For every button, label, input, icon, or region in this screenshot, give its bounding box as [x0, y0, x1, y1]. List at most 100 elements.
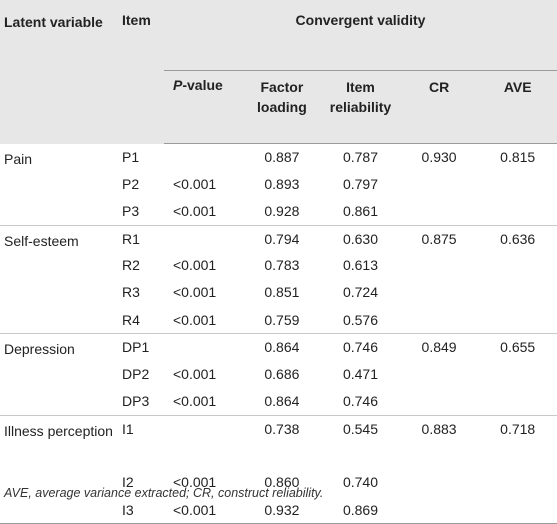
latent-variable-cell [0, 496, 114, 524]
cr-cell [400, 279, 479, 306]
ave-cell: 0.815 [500, 149, 536, 165]
table-row: R3 <0.001 0.851 0.724 [0, 279, 557, 306]
ave-cell [478, 361, 557, 388]
header-row-2: P-value Factor loading Item reliability … [0, 70, 557, 144]
item-reliability-cell: 0.869 [321, 496, 400, 524]
factor-loading-cell: 0.759 [264, 311, 300, 328]
p-value-cell: <0.001 [173, 202, 217, 219]
latent-variable-cell [0, 279, 114, 306]
ave-cell [478, 171, 557, 198]
item-reliability-cell: 0.471 [342, 366, 378, 382]
item-reliability-cell: 0.630 [321, 224, 400, 253]
table-row: Pain P1 0.887 0.787 0.930 0.815 [0, 144, 557, 171]
item-cell: DP3 [122, 393, 150, 410]
header-cr: CR [399, 70, 479, 144]
factor-loading-cell: 0.794 [242, 224, 322, 253]
ave-cell: 0.636 [478, 224, 557, 253]
header-item-reliability: Item reliability [321, 70, 400, 144]
latent-variable-cell [0, 388, 114, 415]
item-cell: R1 [114, 224, 164, 253]
header-ave: AVE [478, 70, 557, 144]
ave-cell [478, 496, 557, 524]
item-cell: R3 [122, 284, 140, 301]
item-cell: DP1 [114, 333, 164, 361]
item-cell: I3 [114, 496, 164, 524]
ave-cell [478, 279, 557, 306]
item-reliability-cell: 0.797 [342, 175, 378, 192]
p-value-cell: <0.001 [173, 175, 217, 192]
item-reliability-cell: 0.724 [342, 284, 378, 301]
ave-cell [478, 198, 557, 225]
latent-variable-cell [0, 307, 114, 334]
item-reliability-cell: 0.576 [342, 311, 378, 328]
item-cell: DP2 [122, 366, 150, 382]
ave-cell: 0.718 [478, 414, 557, 470]
cr-cell [400, 388, 479, 415]
table-row: I3 <0.001 0.932 0.869 [0, 496, 557, 524]
factor-loading-cell: 0.893 [264, 175, 300, 192]
latent-variable-cell [0, 361, 114, 388]
item-cell: P3 [122, 202, 140, 219]
header-p-suffix: -value [182, 77, 223, 93]
ave-cell [478, 252, 557, 279]
item-cell: R4 [122, 311, 140, 328]
item-reliability-cell: 0.746 [321, 333, 400, 361]
latent-variable-label: Self-esteem [4, 232, 79, 249]
item-cell: I1 [114, 414, 164, 470]
table-row: I2 <0.001 0.860 0.740 [0, 469, 557, 496]
latent-variable-cell [0, 252, 114, 279]
factor-loading-cell: 0.851 [264, 284, 300, 301]
latent-variable-cell [0, 198, 114, 225]
table-row: Illness perception I1 0.738 0.545 0.883 0.718 [0, 414, 557, 470]
item-cell: P2 [122, 175, 140, 192]
latent-variable-label: Illness perception [4, 422, 113, 439]
factor-loading-cell: 0.738 [242, 414, 322, 470]
cr-cell: 0.930 [421, 149, 457, 165]
item-reliability-cell: 0.746 [342, 393, 378, 410]
header-p-value: P-value [164, 70, 243, 144]
factor-loading-cell: 0.686 [264, 366, 300, 382]
header-p-letter: P [173, 77, 183, 93]
header-factor-loading: Factor loading [242, 70, 322, 144]
factor-loading-cell: 0.932 [242, 496, 322, 524]
p-value-cell [164, 414, 243, 470]
table-footnote: AVE, average variance extracted; CR, con… [4, 486, 324, 500]
item-reliability-cell: 0.740 [342, 474, 378, 491]
ave-cell [478, 388, 557, 415]
latent-variable-cell: Depression [0, 333, 114, 361]
p-value-cell: <0.001 [173, 366, 217, 382]
latent-variable-cell: Self-esteem [0, 224, 114, 253]
item-reliability-cell: 0.545 [321, 414, 400, 470]
item-cell: I2 [122, 474, 134, 491]
latent-variable-cell [0, 171, 114, 198]
table-row: R2 <0.001 0.783 0.613 [0, 252, 557, 279]
p-value-cell [164, 333, 243, 361]
cr-cell [400, 361, 479, 388]
cr-cell [400, 469, 479, 496]
latent-variable-label: Pain [4, 150, 33, 167]
cr-cell: 0.849 [399, 333, 479, 361]
item-reliability-cell: 0.613 [342, 257, 378, 274]
factor-loading-cell: 0.864 [264, 393, 300, 410]
cr-cell [400, 307, 479, 334]
p-value-cell [164, 144, 243, 171]
ave-cell [478, 307, 557, 334]
latent-variable-cell: Illness perception [0, 414, 114, 470]
p-value-cell: <0.001 [173, 284, 217, 301]
table-row: Self-esteem R1 0.794 0.630 0.875 0.636 [0, 224, 557, 253]
ave-cell: 0.655 [478, 333, 557, 361]
p-value-cell: <0.001 [164, 496, 243, 524]
cr-cell [400, 198, 479, 225]
item-cell: R2 [122, 257, 140, 274]
item-reliability-cell: 0.861 [342, 202, 378, 219]
table-row: R4 <0.001 0.759 0.576 [0, 307, 557, 334]
latent-variable-label: Depression [4, 341, 75, 358]
factor-loading-cell: 0.783 [264, 257, 300, 274]
item-cell: P1 [122, 148, 140, 165]
cr-cell: 0.875 [399, 224, 479, 253]
table-row: P2 <0.001 0.893 0.797 [0, 171, 557, 198]
table-row: Depression DP1 0.864 0.746 0.849 0.655 [0, 333, 557, 361]
header-row-1: Latent variable Item Convergent validity [0, 0, 557, 71]
header-convergent-validity: Convergent validity [295, 12, 426, 28]
